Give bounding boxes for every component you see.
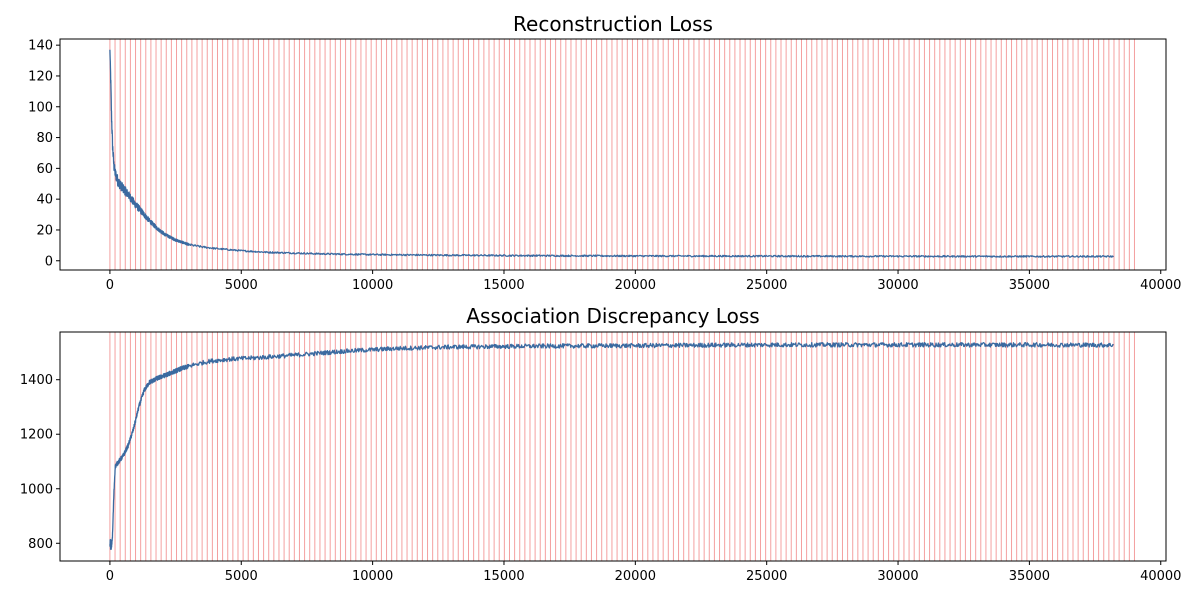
series-line xyxy=(109,341,1114,550)
chart-title: Association Discrepancy Loss xyxy=(466,304,759,328)
chart-title: Reconstruction Loss xyxy=(513,12,713,36)
x-tick-label: 25000 xyxy=(746,569,787,584)
x-tick-label: 40000 xyxy=(1140,278,1181,293)
x-tick-label: 0 xyxy=(106,278,114,293)
x-tick-label: 30000 xyxy=(877,278,918,293)
y-tick-label: 0 xyxy=(45,254,53,269)
x-tick-label: 35000 xyxy=(1009,569,1050,584)
y-tick-label: 1200 xyxy=(20,428,53,443)
x-tick-label: 20000 xyxy=(615,278,656,293)
x-tick-label: 5000 xyxy=(225,569,258,584)
x-tick-label: 0 xyxy=(106,569,114,584)
y-tick-label: 1000 xyxy=(20,482,53,497)
x-tick-label: 10000 xyxy=(352,278,393,293)
plot-frame xyxy=(59,331,1167,562)
y-tick-label: 120 xyxy=(28,69,53,84)
y-tick-label: 60 xyxy=(36,162,53,177)
y-tick-label: 800 xyxy=(28,537,53,552)
x-tick-label: 15000 xyxy=(483,569,524,584)
x-tick-label: 5000 xyxy=(225,278,258,293)
y-tick-label: 80 xyxy=(36,131,53,146)
x-tick-label: 30000 xyxy=(877,569,918,584)
x-tick-label: 20000 xyxy=(615,569,656,584)
y-tick-label: 100 xyxy=(28,100,53,115)
x-tick-label: 25000 xyxy=(746,278,787,293)
epoch-markers xyxy=(109,39,1135,270)
y-tick-label: 40 xyxy=(36,193,53,208)
x-tick-label: 15000 xyxy=(483,278,524,293)
reconstruction-loss-panel: Reconstruction Loss 0 5000 10000 15000 20000… xyxy=(28,12,1181,293)
x-tick-label: 40000 xyxy=(1140,569,1181,584)
x-tick-label: 10000 xyxy=(352,569,393,584)
y-tick-label: 20 xyxy=(36,223,53,238)
association-discrepancy-loss-panel: Association Discrepancy Loss 0 5000 10000 1… xyxy=(20,304,1182,584)
epoch-markers xyxy=(109,332,1135,561)
series-line xyxy=(109,49,1114,258)
x-tick-label: 35000 xyxy=(1009,278,1050,293)
y-tick-label: 1400 xyxy=(20,373,53,388)
y-tick-label: 140 xyxy=(28,39,53,54)
plot-frame xyxy=(59,38,1167,271)
